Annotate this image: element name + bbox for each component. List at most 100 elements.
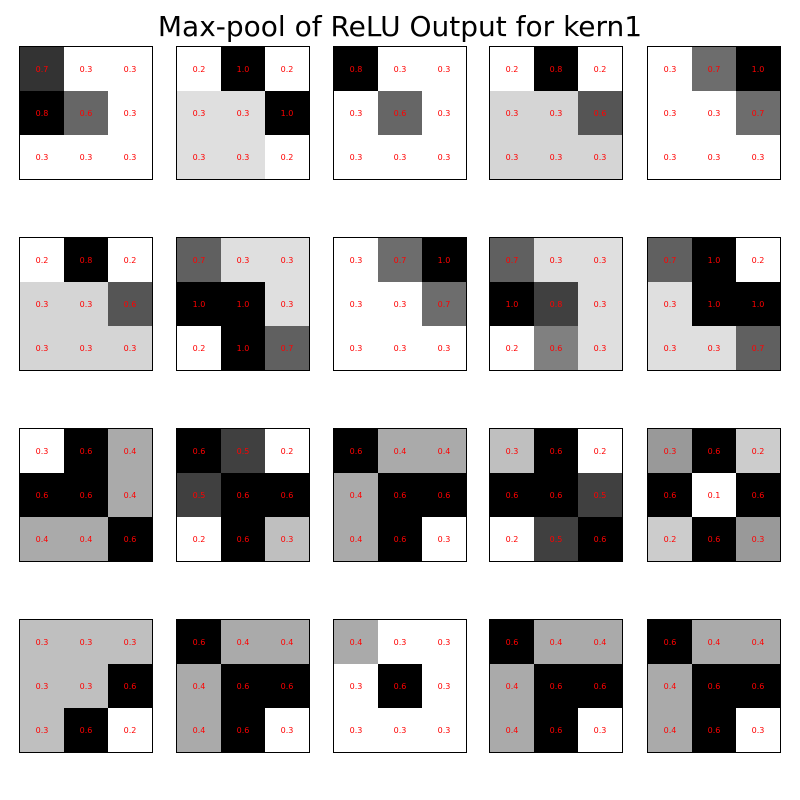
heatmap-cell: 0.3: [265, 708, 309, 752]
heatmap-cell: 0.3: [108, 326, 152, 370]
heatmap-cell: 0.6: [378, 517, 422, 561]
heatmap-cell: 1.0: [736, 47, 780, 91]
heatmap-cell: 0.6: [534, 326, 578, 370]
heatmap-cell: 0.3: [692, 91, 736, 135]
heatmap-cell: 0.6: [578, 517, 622, 561]
heatmap-cell: 0.3: [578, 326, 622, 370]
heatmap-cell: 0.6: [422, 473, 466, 517]
heatmap-cell: 0.2: [108, 708, 152, 752]
heatmap-cell: 0.3: [64, 47, 108, 91]
heatmap-cell: 0.3: [108, 91, 152, 135]
heatmap-cell: 0.5: [578, 473, 622, 517]
heatmap-cell: 0.4: [334, 517, 378, 561]
heatmap-cell: 0.6: [378, 664, 422, 708]
heatmap-cell: 0.6: [64, 473, 108, 517]
heatmap-cell: 0.6: [177, 429, 221, 473]
heatmap-cell: 0.5: [221, 429, 265, 473]
heatmap-cell: 0.2: [736, 238, 780, 282]
heatmap-cell: 0.3: [20, 326, 64, 370]
heatmap-cell: 0.3: [334, 664, 378, 708]
heatmap-cell: 0.6: [378, 473, 422, 517]
heatmap-cell: 0.3: [334, 282, 378, 326]
heatmap-cell: 0.4: [64, 517, 108, 561]
heatmap-panel-17: 0.6 0.4 0.4 0.4 0.6 0.6 0.4 0.6 0.3: [176, 619, 310, 753]
heatmap-cell: 0.3: [20, 708, 64, 752]
heatmap-panel-7: 0.7 0.3 0.3 1.0 1.0 0.3 0.2 1.0 0.7: [176, 237, 310, 371]
heatmap-cell: 0.2: [736, 429, 780, 473]
heatmap-cell: 0.6: [108, 517, 152, 561]
heatmap-cell: 0.3: [265, 517, 309, 561]
heatmap-cell: 0.2: [177, 326, 221, 370]
heatmap-cell: 0.7: [20, 47, 64, 91]
heatmap-cell: 1.0: [692, 238, 736, 282]
heatmap-cell: 0.3: [20, 282, 64, 326]
heatmap-cell: 0.6: [736, 473, 780, 517]
heatmap-cell: 0.6: [64, 708, 108, 752]
heatmap-cell: 0.3: [422, 135, 466, 179]
heatmap-cell: 0.3: [378, 282, 422, 326]
chart-title: Max-pool of ReLU Output for kern1: [157, 10, 643, 43]
heatmap-cell: 0.2: [108, 238, 152, 282]
heatmap-cell: 0.3: [64, 620, 108, 664]
heatmap-cell: 0.3: [177, 135, 221, 179]
heatmap-cell: 0.3: [534, 135, 578, 179]
heatmap-cell: 0.2: [20, 238, 64, 282]
heatmap-cell: 0.4: [534, 620, 578, 664]
heatmap-cell: 0.6: [578, 664, 622, 708]
heatmap-cell: 0.3: [648, 282, 692, 326]
heatmap-panel-11: 0.3 0.6 0.4 0.6 0.6 0.4 0.4 0.4 0.6: [19, 428, 153, 562]
heatmap-cell: 0.6: [490, 473, 534, 517]
heatmap-cell: 0.6: [490, 620, 534, 664]
heatmap-cell: 0.3: [648, 135, 692, 179]
heatmap-cell: 0.3: [378, 47, 422, 91]
heatmap-cell: 0.2: [265, 47, 309, 91]
heatmap-panel-12: 0.6 0.5 0.2 0.5 0.6 0.6 0.2 0.6 0.3: [176, 428, 310, 562]
heatmap-cell: 0.2: [578, 47, 622, 91]
heatmap-cell: 0.8: [20, 91, 64, 135]
heatmap-cell: 0.1: [692, 473, 736, 517]
heatmap-cell: 0.6: [692, 664, 736, 708]
heatmap-cell: 0.7: [736, 91, 780, 135]
heatmap-cell: 0.3: [334, 135, 378, 179]
heatmap-panel-15: 0.3 0.6 0.2 0.6 0.1 0.6 0.2 0.6 0.3: [647, 428, 781, 562]
heatmap-cell: 0.2: [490, 326, 534, 370]
heatmap-cell: 0.3: [736, 135, 780, 179]
heatmap-cell: 0.6: [736, 664, 780, 708]
heatmap-cell: 0.6: [177, 620, 221, 664]
heatmap-cell: 0.3: [578, 238, 622, 282]
heatmap-cell: 0.6: [692, 708, 736, 752]
heatmap-panel-16: 0.3 0.3 0.3 0.3 0.3 0.6 0.3 0.6 0.2: [19, 619, 153, 753]
heatmap-cell: 0.3: [490, 135, 534, 179]
heatmap-cell: 0.7: [378, 238, 422, 282]
heatmap-cell: 0.3: [422, 664, 466, 708]
heatmap-cell: 0.3: [378, 620, 422, 664]
heatmap-cell: 1.0: [736, 282, 780, 326]
heatmap-cell: 0.3: [20, 135, 64, 179]
heatmap-cell: 0.7: [490, 238, 534, 282]
heatmap-cell: 0.3: [692, 326, 736, 370]
heatmap-cell: 0.6: [64, 91, 108, 135]
heatmap-cell: 0.6: [108, 664, 152, 708]
heatmap-cell: 0.4: [490, 708, 534, 752]
heatmap-cell: 0.6: [334, 429, 378, 473]
heatmap-cell: 0.4: [378, 429, 422, 473]
heatmap-cell: 0.4: [177, 664, 221, 708]
heatmap-cell: 0.3: [648, 91, 692, 135]
heatmap-cell: 0.6: [64, 429, 108, 473]
heatmap-cell: 1.0: [265, 91, 309, 135]
heatmap-cell: 0.3: [736, 708, 780, 752]
heatmap-cell: 0.3: [64, 664, 108, 708]
heatmap-cell: 0.3: [736, 517, 780, 561]
heatmap-cell: 0.6: [578, 91, 622, 135]
heatmap-cell: 1.0: [692, 282, 736, 326]
heatmap-cell: 0.6: [648, 620, 692, 664]
heatmap-cell: 1.0: [221, 326, 265, 370]
heatmap-cell: 1.0: [177, 282, 221, 326]
heatmap-cell: 0.3: [20, 620, 64, 664]
heatmap-cell: 0.7: [422, 282, 466, 326]
heatmap-cell: 0.8: [64, 238, 108, 282]
heatmap-cell: 0.2: [490, 47, 534, 91]
heatmap-panel-2: 0.2 1.0 0.2 0.3 0.3 1.0 0.3 0.3 0.2: [176, 46, 310, 180]
heatmap-cell: 0.3: [378, 326, 422, 370]
heatmap-cell: 0.3: [221, 238, 265, 282]
